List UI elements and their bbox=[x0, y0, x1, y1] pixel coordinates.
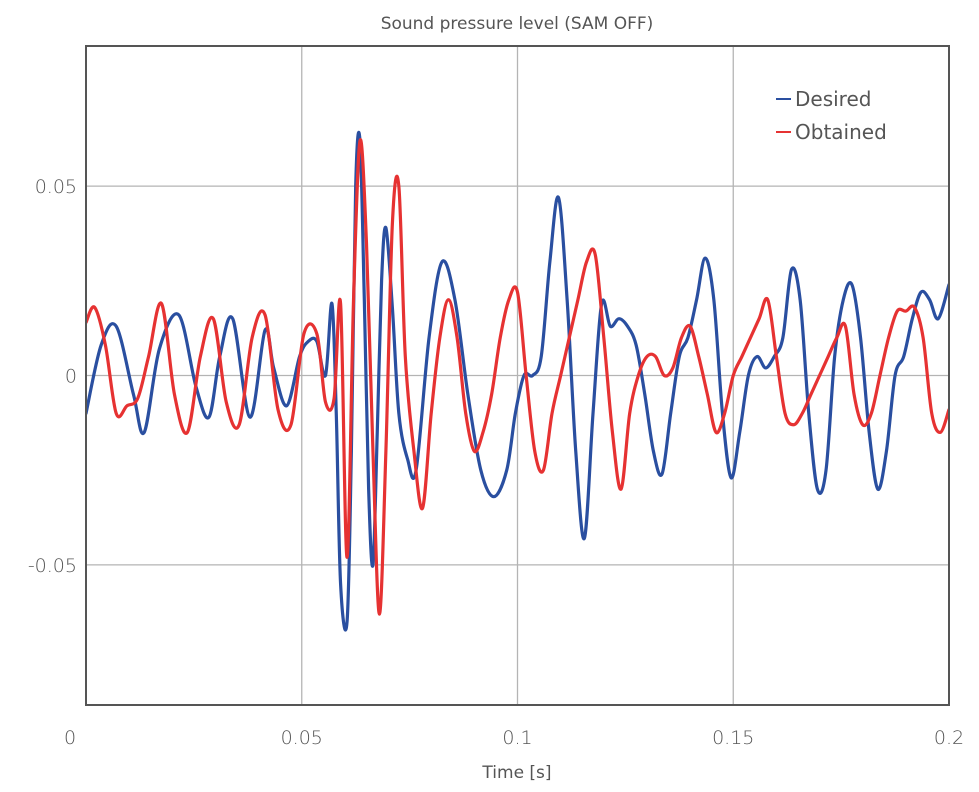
y-axis-ticks: -0.05 0 0.05 bbox=[28, 176, 77, 577]
y-tick-label: 0.05 bbox=[35, 176, 77, 198]
legend-label-obtained: Obtained bbox=[795, 120, 887, 144]
y-tick-label: 0 bbox=[65, 366, 77, 388]
y-tick-label: -0.05 bbox=[28, 555, 77, 577]
x-tick-label: 0.1 bbox=[502, 727, 532, 749]
plot-frame bbox=[85, 45, 950, 706]
series-line-desired bbox=[86, 130, 949, 632]
x-axis-label: Time [s] bbox=[481, 763, 551, 783]
series-line-obtained bbox=[86, 138, 949, 616]
legend-label-desired: Desired bbox=[795, 87, 871, 111]
chart-title: Sound pressure level (SAM OFF) bbox=[381, 14, 654, 34]
series-layer bbox=[86, 130, 949, 632]
x-tick-label: 0 bbox=[64, 727, 76, 749]
legend: Desired Obtained bbox=[776, 87, 887, 144]
x-tick-label: 0.2 bbox=[934, 727, 964, 749]
x-tick-label: 0.15 bbox=[712, 727, 754, 749]
x-axis-ticks: 0 0.05 0.1 0.15 0.2 bbox=[64, 727, 964, 749]
x-tick-label: 0.05 bbox=[281, 727, 323, 749]
